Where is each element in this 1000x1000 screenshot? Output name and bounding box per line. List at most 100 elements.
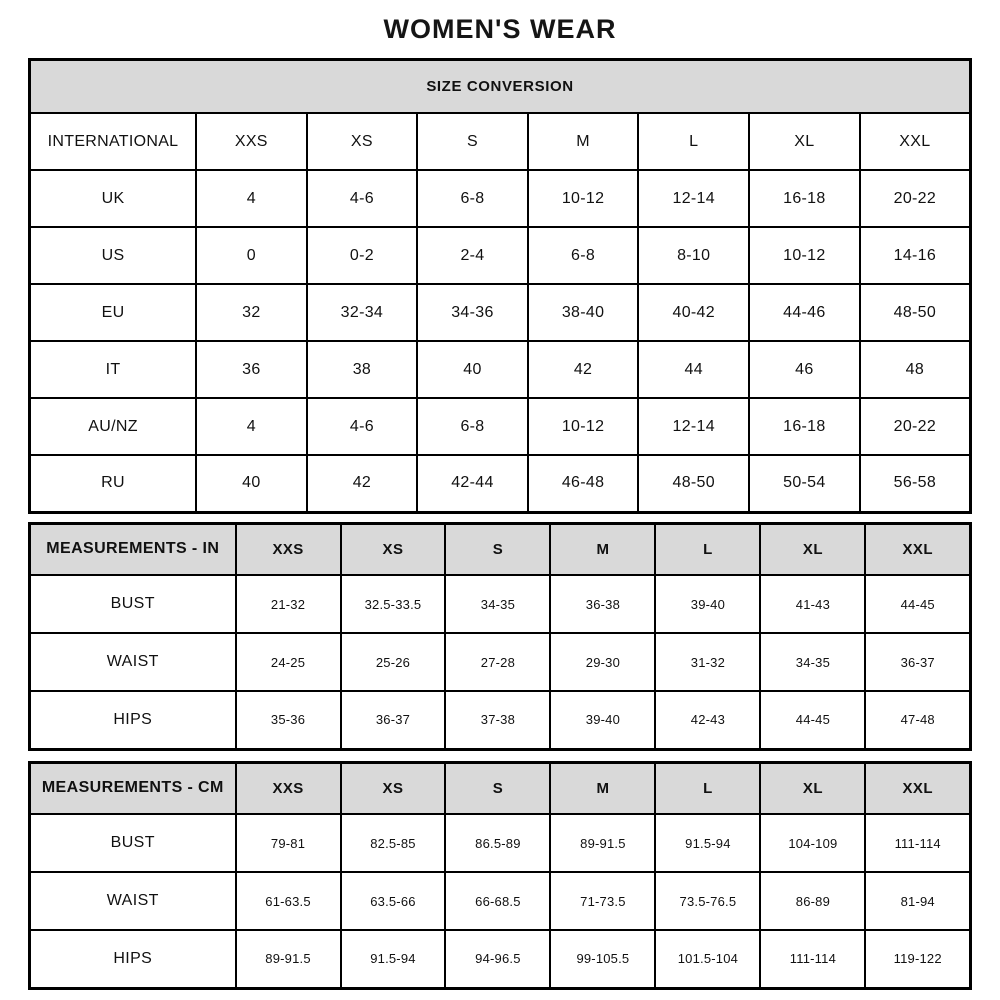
column-header-s: S bbox=[444, 522, 552, 576]
page-title: WOMEN'S WEAR bbox=[383, 14, 617, 44]
column-header-s: S bbox=[416, 112, 529, 171]
column-header-xxl: XXL bbox=[864, 522, 972, 576]
table-row-bust-cm: BUST 79-81 82.5-85 86.5-89 89-91.5 91.5-… bbox=[28, 813, 972, 873]
measurement-cell: 47-48 bbox=[864, 690, 972, 750]
size-cell: 6-8 bbox=[526, 226, 640, 285]
size-cell: 44 bbox=[637, 340, 751, 399]
size-cell: 32-34 bbox=[305, 283, 419, 342]
size-cell: 12-14 bbox=[637, 397, 751, 456]
size-cell: 40 bbox=[416, 340, 529, 399]
table-row-waist-cm: WAIST 61-63.5 63.5-66 66-68.5 71-73.5 73… bbox=[28, 871, 972, 931]
size-cell: 10-12 bbox=[748, 226, 861, 285]
measurements-cm-header: MEASUREMENTS - CM bbox=[28, 761, 237, 815]
measurement-cell: 29-30 bbox=[549, 632, 657, 692]
measurement-cell: 111-114 bbox=[864, 813, 972, 873]
measurement-cell: 34-35 bbox=[759, 632, 867, 692]
size-cell: 2-4 bbox=[416, 226, 529, 285]
table-spacer bbox=[28, 751, 972, 761]
size-cell: 46-48 bbox=[526, 454, 640, 513]
size-cell: 6-8 bbox=[416, 397, 529, 456]
column-header-xs: XS bbox=[339, 522, 447, 576]
size-cell: 36 bbox=[195, 340, 308, 399]
measurement-cell: 86-89 bbox=[759, 871, 867, 931]
column-header-m: M bbox=[549, 522, 657, 576]
measurement-cell: 27-28 bbox=[444, 632, 552, 692]
table-spacer bbox=[28, 514, 972, 522]
column-header-xl: XL bbox=[759, 522, 867, 576]
table-row-hips-cm: HIPS 89-91.5 91.5-94 94-96.5 99-105.5 10… bbox=[28, 929, 972, 989]
column-header-xxl: XXL bbox=[864, 761, 972, 815]
measurement-cell: 81-94 bbox=[864, 871, 972, 931]
measurement-cell: 101.5-104 bbox=[654, 929, 762, 989]
size-conversion-table: SIZE CONVERSION INTERNATIONAL XXS XS S M… bbox=[28, 58, 972, 514]
column-header-m: M bbox=[549, 761, 657, 815]
size-cell: 8-10 bbox=[637, 226, 751, 285]
measurement-cell: 41-43 bbox=[759, 574, 867, 634]
measurement-cell: 82.5-85 bbox=[339, 813, 447, 873]
size-cell: 20-22 bbox=[858, 397, 972, 456]
size-cell: 10-12 bbox=[526, 397, 640, 456]
row-label: BUST bbox=[28, 574, 237, 634]
size-cell: 14-16 bbox=[858, 226, 972, 285]
measurements-in-table: MEASUREMENTS - IN XXS XS S M L XL XXL BU… bbox=[28, 521, 972, 751]
size-cell: 42 bbox=[526, 340, 640, 399]
measurement-cell: 89-91.5 bbox=[234, 929, 342, 989]
table-row-ru: RU 40 42 42-44 46-48 48-50 50-54 56-58 bbox=[28, 454, 972, 513]
size-cell: 40-42 bbox=[637, 283, 751, 342]
measurement-cell: 71-73.5 bbox=[549, 871, 657, 931]
column-header-l: L bbox=[637, 112, 751, 171]
size-cell: 46 bbox=[748, 340, 861, 399]
measurement-cell: 24-25 bbox=[234, 632, 342, 692]
table-row-us: US 0 0-2 2-4 6-8 8-10 10-12 14-16 bbox=[28, 226, 972, 285]
size-cell: 20-22 bbox=[858, 169, 972, 228]
measurement-cell: 63.5-66 bbox=[339, 871, 447, 931]
measurement-cell: 99-105.5 bbox=[549, 929, 657, 989]
table-row-international: INTERNATIONAL XXS XS S M L XL XXL bbox=[28, 112, 972, 171]
measurement-cell: 91.5-94 bbox=[339, 929, 447, 989]
measurement-cell: 37-38 bbox=[444, 690, 552, 750]
measurement-cell: 79-81 bbox=[234, 813, 342, 873]
table-row-aunz: AU/NZ 4 4-6 6-8 10-12 12-14 16-18 20-22 bbox=[28, 397, 972, 456]
measurements-in-header-row: MEASUREMENTS - IN XXS XS S M L XL XXL bbox=[28, 522, 972, 576]
column-header-xxs: XXS bbox=[234, 761, 342, 815]
measurement-cell: 44-45 bbox=[759, 690, 867, 750]
column-header-xl: XL bbox=[748, 112, 861, 171]
measurements-cm-table: MEASUREMENTS - CM XXS XS S M L XL XXL BU… bbox=[28, 760, 972, 990]
column-header-xxs: XXS bbox=[234, 522, 342, 576]
table-row-it: IT 36 38 40 42 44 46 48 bbox=[28, 340, 972, 399]
measurement-cell: 44-45 bbox=[864, 574, 972, 634]
measurement-cell: 94-96.5 bbox=[444, 929, 552, 989]
size-cell: 4-6 bbox=[305, 169, 419, 228]
measurement-cell: 35-36 bbox=[234, 690, 342, 750]
column-header-m: M bbox=[526, 112, 640, 171]
measurement-cell: 73.5-76.5 bbox=[654, 871, 762, 931]
size-cell: 6-8 bbox=[416, 169, 529, 228]
size-cell: 16-18 bbox=[748, 397, 861, 456]
size-cell: 42 bbox=[305, 454, 419, 513]
measurement-cell: 21-32 bbox=[234, 574, 342, 634]
measurements-in-header: MEASUREMENTS - IN bbox=[28, 522, 237, 576]
row-label: BUST bbox=[28, 813, 237, 873]
row-label: EU bbox=[28, 283, 198, 342]
measurement-cell: 36-37 bbox=[864, 632, 972, 692]
size-cell: 10-12 bbox=[526, 169, 640, 228]
column-header-xs: XS bbox=[339, 761, 447, 815]
table-row-hips-in: HIPS 35-36 36-37 37-38 39-40 42-43 44-45… bbox=[28, 690, 972, 750]
size-cell: 48 bbox=[858, 340, 972, 399]
size-cell: 40 bbox=[195, 454, 308, 513]
measurement-cell: 31-32 bbox=[654, 632, 762, 692]
row-label: HIPS bbox=[28, 690, 237, 750]
size-cell: 48-50 bbox=[858, 283, 972, 342]
column-header-xl: XL bbox=[759, 761, 867, 815]
size-cell: 4-6 bbox=[305, 397, 419, 456]
measurement-cell: 104-109 bbox=[759, 813, 867, 873]
size-cell: 32 bbox=[195, 283, 308, 342]
size-conversion-header: SIZE CONVERSION bbox=[28, 58, 972, 114]
column-header-international: INTERNATIONAL bbox=[28, 112, 198, 171]
table-row-bust-in: BUST 21-32 32.5-33.5 34-35 36-38 39-40 4… bbox=[28, 574, 972, 634]
measurement-cell: 34-35 bbox=[444, 574, 552, 634]
measurement-cell: 61-63.5 bbox=[234, 871, 342, 931]
column-header-l: L bbox=[654, 522, 762, 576]
measurement-cell: 86.5-89 bbox=[444, 813, 552, 873]
